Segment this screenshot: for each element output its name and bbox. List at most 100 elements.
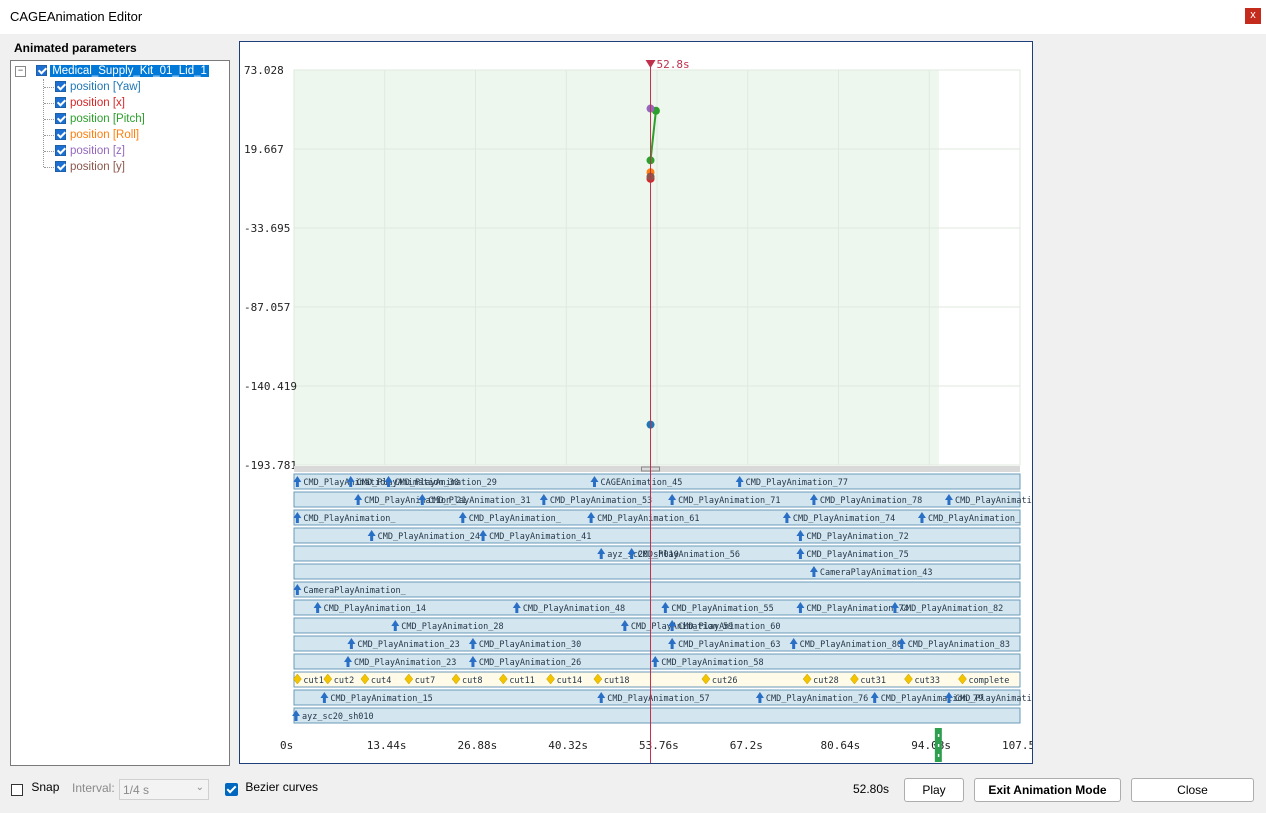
cue-marker-icon[interactable]	[802, 673, 812, 685]
event-marker-icon[interactable]	[391, 620, 400, 631]
event-marker-icon[interactable]	[293, 512, 302, 523]
event-marker-icon[interactable]	[458, 512, 467, 523]
event-marker-icon[interactable]	[354, 494, 363, 505]
event-marker-icon[interactable]	[367, 530, 376, 541]
tree-item[interactable]: position [z]	[55, 143, 125, 159]
cue-marker-icon[interactable]	[293, 673, 302, 685]
event-marker-icon[interactable]	[796, 530, 805, 541]
event-marker-icon[interactable]	[782, 512, 791, 523]
curve-plot[interactable]: 73.028 19.667 -33.695 -87.057 -140.419 -193.7…	[240, 42, 1048, 763]
track-lane[interactable]	[293, 689, 1021, 706]
playhead-marker-icon[interactable]	[645, 60, 656, 68]
close-button[interactable]: Close	[1131, 778, 1254, 802]
cue-marker-icon[interactable]	[451, 673, 461, 685]
snap-checkbox-box[interactable]	[11, 784, 23, 797]
bezier-checkbox-box[interactable]	[225, 783, 238, 797]
event-marker-icon[interactable]	[293, 476, 302, 487]
checkbox-icon[interactable]	[55, 161, 66, 173]
event-marker-icon[interactable]	[597, 692, 606, 703]
event-marker-icon[interactable]	[418, 494, 427, 505]
event-marker-icon[interactable]	[292, 710, 301, 721]
event-marker-icon[interactable]	[944, 692, 953, 703]
track-lane[interactable]	[293, 635, 1021, 652]
event-marker-icon[interactable]	[293, 584, 302, 595]
snap-checkbox[interactable]: Snap	[11, 776, 59, 802]
event-marker-icon[interactable]	[468, 638, 477, 649]
parameters-tree[interactable]: − Medical_Supply_Kit_01_Lid_1 position […	[10, 60, 230, 766]
track-lane[interactable]	[293, 527, 1021, 544]
event-marker-icon[interactable]	[587, 512, 596, 523]
event-marker-icon[interactable]	[755, 692, 764, 703]
interval-select[interactable]: 1/4 s ⌄	[119, 779, 209, 800]
cue-marker-icon[interactable]	[498, 673, 508, 685]
tree-item[interactable]: position [Yaw]	[55, 79, 141, 95]
cue-marker-icon[interactable]	[323, 673, 333, 685]
event-marker-icon[interactable]	[597, 548, 606, 559]
event-marker-icon[interactable]	[897, 638, 906, 649]
track-lane[interactable]	[293, 563, 1021, 580]
track-lane[interactable]	[293, 617, 1021, 634]
bezier-checkbox[interactable]: Bezier curves	[225, 776, 318, 802]
tree-root-item[interactable]: Medical_Supply_Kit_01_Lid_1	[36, 63, 209, 79]
event-marker-icon[interactable]	[627, 548, 636, 559]
event-marker-icon[interactable]	[917, 512, 926, 523]
event-marker-icon[interactable]	[512, 602, 521, 613]
tree-item[interactable]: position [x]	[55, 95, 125, 111]
checkbox-icon[interactable]	[55, 145, 66, 157]
cue-marker-icon[interactable]	[404, 673, 414, 685]
checkbox-icon[interactable]	[36, 65, 47, 77]
cue-marker-icon[interactable]	[546, 673, 555, 685]
event-marker-icon[interactable]	[620, 620, 629, 631]
track-lane[interactable]	[293, 545, 1021, 562]
event-marker-icon[interactable]	[944, 494, 953, 505]
cue-marker-icon[interactable]	[904, 673, 913, 685]
event-marker-icon[interactable]	[735, 476, 744, 487]
event-marker-icon[interactable]	[796, 602, 805, 613]
event-marker-icon[interactable]	[809, 566, 818, 577]
event-marker-icon[interactable]	[668, 494, 677, 505]
animation-timeline-chart[interactable]: 73.028 19.667 -33.695 -87.057 -140.419 -193.7…	[239, 41, 1048, 764]
splitter[interactable]	[294, 466, 1020, 472]
tree-item[interactable]: position [Roll]	[55, 127, 139, 143]
event-marker-icon[interactable]	[468, 656, 477, 667]
checkbox-icon[interactable]	[55, 97, 66, 109]
event-marker-icon[interactable]	[661, 602, 670, 613]
event-marker-icon[interactable]	[320, 692, 329, 703]
track-lane[interactable]	[293, 491, 1021, 508]
event-marker-icon[interactable]	[539, 494, 548, 505]
event-marker-icon[interactable]	[870, 692, 879, 703]
cue-marker-icon[interactable]	[850, 673, 859, 685]
event-marker-icon[interactable]	[796, 548, 805, 559]
cue-marker-icon[interactable]	[701, 673, 711, 685]
exit-animation-mode-button[interactable]: Exit Animation Mode	[974, 778, 1121, 802]
event-marker-icon[interactable]	[313, 602, 322, 613]
event-marker-icon[interactable]	[651, 656, 660, 667]
event-marker-icon[interactable]	[479, 530, 488, 541]
event-marker-icon[interactable]	[809, 494, 818, 505]
checkbox-icon[interactable]	[55, 129, 66, 141]
event-marker-icon[interactable]	[347, 638, 356, 649]
checkbox-icon[interactable]	[55, 81, 66, 93]
cue-marker-icon[interactable]	[360, 673, 370, 685]
cue-marker-icon[interactable]	[958, 673, 967, 685]
event-marker-icon[interactable]	[668, 638, 677, 649]
event-marker-icon[interactable]	[384, 476, 393, 487]
event-marker-icon[interactable]	[890, 602, 899, 613]
track-lane[interactable]	[293, 707, 1021, 724]
tree-item[interactable]: position [y]	[55, 159, 125, 175]
track-lane[interactable]	[293, 599, 1021, 616]
play-button[interactable]: Play	[904, 778, 964, 802]
event-marker-icon[interactable]	[346, 476, 355, 487]
event-marker-icon[interactable]	[344, 656, 353, 667]
cue-marker-icon[interactable]	[593, 673, 603, 685]
event-marker-icon[interactable]	[668, 620, 677, 631]
checkbox-icon[interactable]	[55, 113, 66, 125]
collapse-icon[interactable]: −	[15, 66, 26, 77]
event-label: cut18	[604, 676, 630, 686]
event-marker-icon[interactable]	[789, 638, 798, 649]
tree-item[interactable]: position [Pitch]	[55, 111, 145, 127]
window-close-button[interactable]: x	[1245, 8, 1261, 24]
event-label: cut4	[371, 676, 391, 686]
event-marker-icon[interactable]	[590, 476, 599, 487]
event-label: cut26	[712, 676, 738, 686]
